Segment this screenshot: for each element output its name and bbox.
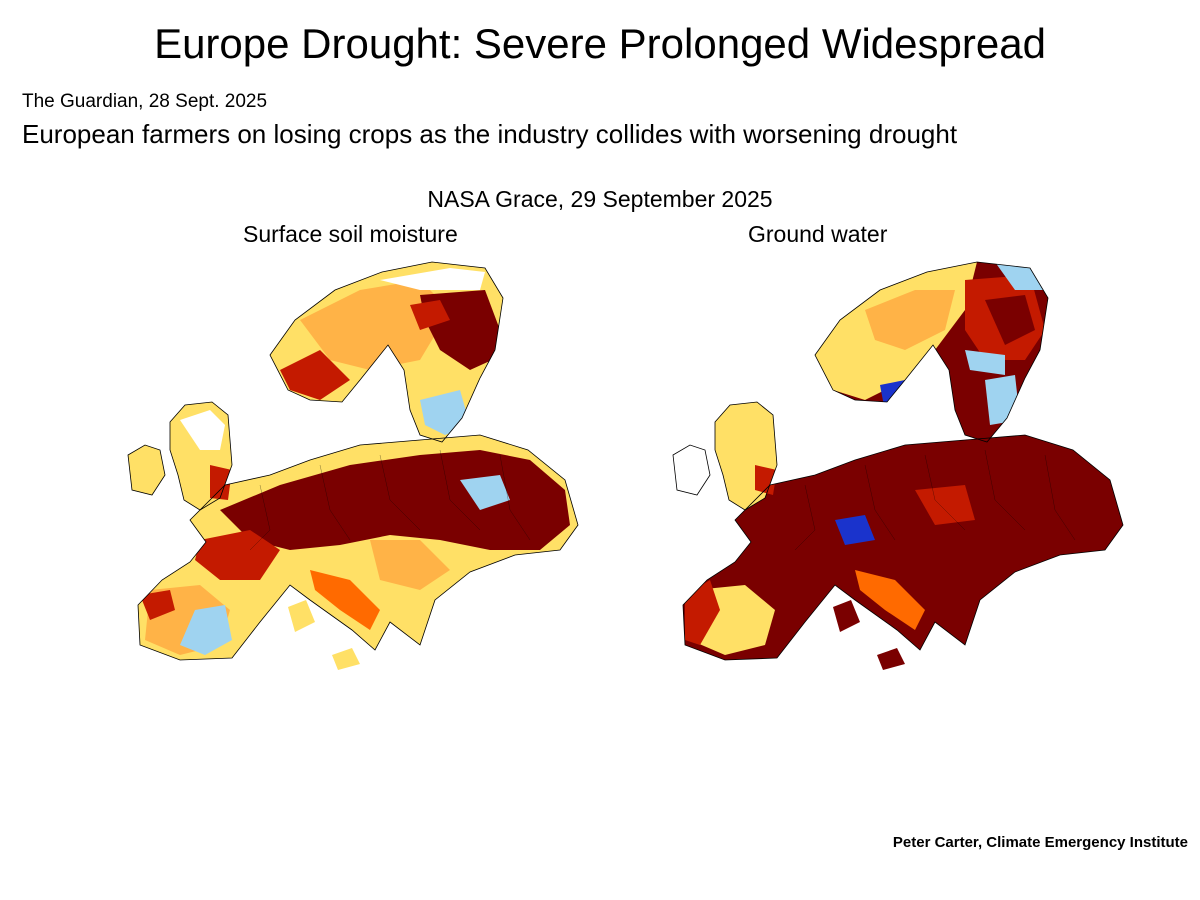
ground-water-map: [672, 261, 1124, 670]
soil-moisture-map: [127, 261, 579, 670]
scandinavia-moderate: [300, 280, 450, 370]
sweden-moderate: [865, 290, 955, 350]
france-severe: [195, 530, 280, 580]
poland-wet: [460, 475, 510, 510]
alps-very-wet: [835, 515, 875, 545]
news-headline: European farmers on losing crops as the …: [22, 119, 958, 149]
uk-north-normal: [180, 410, 225, 450]
ireland-normal: [673, 445, 710, 495]
finland-wet: [965, 350, 1005, 375]
italy-moderate: [310, 570, 380, 630]
norway-severe: [280, 350, 350, 400]
balkans-moderate: [370, 540, 450, 590]
hungary-severe: [915, 485, 975, 525]
uk-south-severe: [755, 465, 777, 495]
italy-moderate: [855, 570, 925, 630]
page-title: Europe Drought: Severe Prolonged Widespr…: [154, 20, 1046, 67]
map-source-header: NASA Grace, 29 September 2025: [427, 186, 773, 212]
portugal-severe: [685, 580, 720, 645]
uk-south-severe: [210, 465, 232, 500]
map-label-ground-water: Ground water: [748, 221, 888, 247]
news-source: The Guardian, 28 Sept. 2025: [22, 91, 268, 112]
iberia-severe: [140, 590, 175, 620]
central-europe-extreme: [220, 450, 570, 550]
finland-extreme: [985, 295, 1035, 345]
author-credit: Peter Carter, Climate Emergency Institut…: [892, 834, 1188, 851]
map-label-soil-moisture: Surface soil moisture: [243, 221, 458, 247]
sweden-very-wet: [880, 380, 910, 422]
lapland-normal: [380, 268, 485, 290]
iberia-wet: [180, 605, 232, 655]
finland-severe: [410, 300, 450, 330]
